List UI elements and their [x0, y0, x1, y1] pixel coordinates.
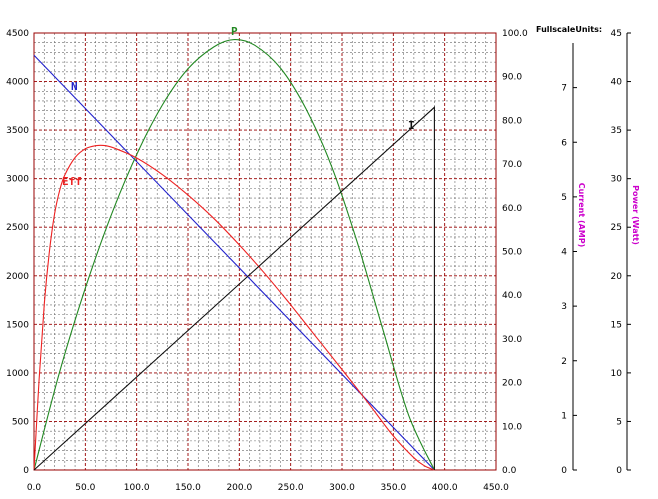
right-tick-label: 50.0 — [502, 248, 522, 258]
left-tick-label: 3000 — [6, 175, 29, 185]
right-tick-label: 90.0 — [502, 73, 522, 83]
right-tick-label: 70.0 — [502, 160, 522, 170]
left-tick-label: 1500 — [6, 320, 29, 330]
left-tick-label: 1000 — [6, 369, 29, 379]
right-tick-label: 0.0 — [502, 466, 517, 476]
series-line-p — [33, 39, 435, 471]
x-tick-label: 300.0 — [329, 483, 355, 493]
power-tick-label: 20 — [611, 272, 623, 282]
data-series — [33, 39, 435, 471]
right-tick-label: 10.0 — [502, 422, 522, 432]
current-tick-label: 5 — [561, 193, 567, 203]
power-tick-label: 25 — [611, 223, 622, 233]
power-tick-label: 15 — [611, 320, 622, 330]
current-axis-title: Current (AMP) — [577, 183, 586, 248]
plot-grid — [34, 33, 496, 470]
left-tick-label: 500 — [12, 417, 29, 427]
current-tick-label: 1 — [561, 411, 567, 421]
power-tick-label: 5 — [616, 417, 622, 427]
power-axis-title: Power (Watt) — [631, 185, 640, 245]
right-tick-label: 20.0 — [502, 379, 522, 389]
current-tick-label: 0 — [561, 466, 567, 476]
series-labels: N P Eff I — [62, 25, 415, 188]
series-label-i: I — [408, 119, 415, 132]
right-tick-label: 40.0 — [502, 291, 522, 301]
power-tick-label: 45 — [611, 29, 622, 39]
plot-border — [33, 32, 497, 471]
x-tick-label: 150.0 — [175, 483, 201, 493]
x-tick-label: 450.0 — [483, 483, 509, 493]
series-line-i — [33, 106, 435, 471]
x-tick-label: 200.0 — [226, 483, 252, 493]
series-line-eff — [33, 144, 435, 471]
series-line-n — [33, 54, 435, 471]
right-tick-label: 30.0 — [502, 335, 522, 345]
plot-frame — [33, 32, 497, 471]
x-tick-label: 100.0 — [124, 483, 150, 493]
x-tick-label: 350.0 — [380, 483, 406, 493]
power-tick-label: 35 — [611, 126, 622, 136]
x-tick-label: 0.0 — [27, 483, 42, 493]
power-tick-label: 40 — [611, 78, 623, 88]
current-tick-label: 3 — [561, 302, 567, 312]
series-label-n: N — [71, 80, 78, 93]
x-tick-label: 400.0 — [432, 483, 458, 493]
current-tick-label: 7 — [561, 84, 567, 94]
right-tick-label: 100.0 — [502, 29, 528, 39]
left-tick-label: 2000 — [6, 272, 29, 282]
left-tick-label: 4500 — [6, 29, 29, 39]
current-tick-label: 2 — [561, 357, 567, 367]
series-label-p: P — [231, 25, 238, 38]
power-tick-label: 10 — [611, 369, 623, 379]
right-tick-label: 80.0 — [502, 116, 522, 126]
x-tick-label: 250.0 — [278, 483, 304, 493]
current-tick-label: 4 — [561, 248, 567, 258]
left-tick-label: 4000 — [6, 78, 29, 88]
axis-ticks: 0.0 50.0 100.0 150.0 200.0 250.0 300.0 350.0 400… — [6, 29, 640, 493]
x-tick-label: 50.0 — [75, 483, 95, 493]
power-tick-label: 30 — [611, 175, 623, 185]
left-tick-label: 0 — [23, 466, 29, 476]
fullscale-units-label: FullscaleUnits: — [536, 25, 602, 34]
current-tick-label: 6 — [561, 138, 567, 148]
series-label-eff: Eff — [62, 175, 82, 188]
left-tick-label: 2500 — [6, 223, 29, 233]
left-tick-label: 3500 — [6, 126, 29, 136]
power-tick-label: 0 — [616, 466, 622, 476]
right-tick-label: 60.0 — [502, 204, 522, 214]
